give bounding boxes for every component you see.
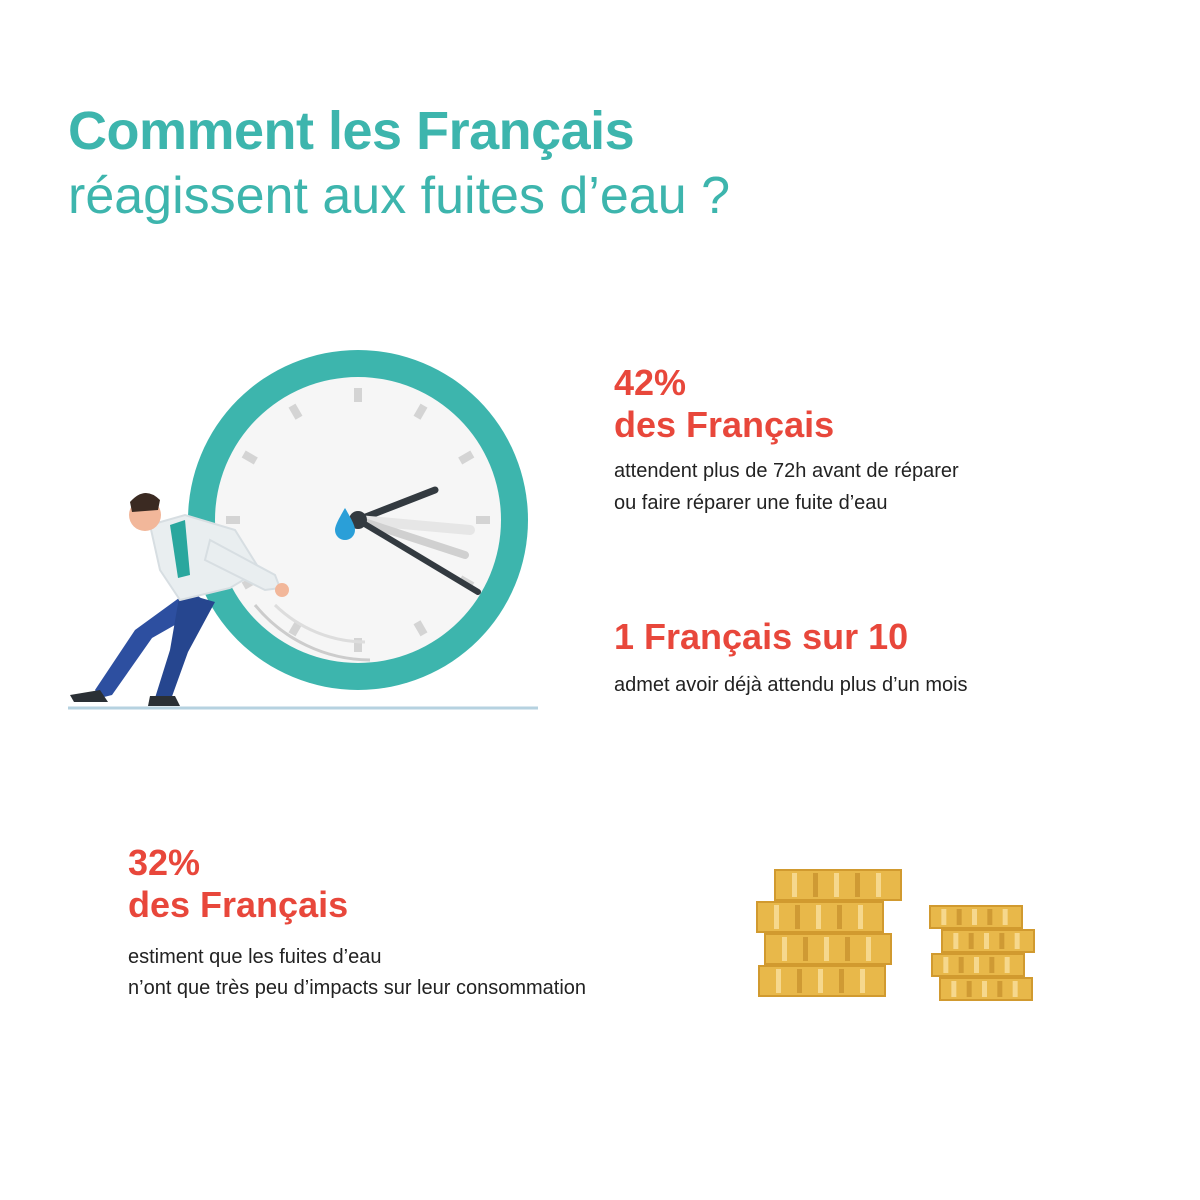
stat-subject-32: des Français bbox=[128, 884, 349, 925]
stat-subject-42: des Français bbox=[614, 404, 835, 445]
stat-description-42-line1: attendent plus de 72h avant de réparer bbox=[614, 460, 959, 482]
stat-description-42-line2: ou faire réparer une fuite d’eau bbox=[614, 492, 888, 514]
coin-stacks-icon bbox=[756, 869, 1035, 1001]
clock-icon bbox=[188, 350, 528, 690]
stat-value-1-sur-10: 1 Français sur 10 bbox=[614, 616, 909, 657]
clock-tick bbox=[413, 403, 428, 420]
stat-value-42: 42% bbox=[614, 362, 687, 403]
water-drop-icon bbox=[335, 508, 355, 540]
clock-tick bbox=[288, 403, 303, 420]
stat-description-32-line1: estiment que les fuites d’eau bbox=[128, 946, 382, 968]
stat-value-32: 32% bbox=[128, 842, 201, 883]
coin-stack-small bbox=[929, 905, 1035, 1001]
stat-description-1-sur-10: admet avoir déjà attendu plus d’un mois bbox=[614, 674, 968, 696]
clock-tick bbox=[241, 450, 258, 465]
clock-illustration bbox=[68, 350, 538, 710]
stat-description-32-line2: n’ont que très peu d’impacts sur leur co… bbox=[128, 977, 587, 999]
clock-tick bbox=[413, 620, 428, 637]
clock-tick bbox=[458, 450, 475, 465]
coin-stack-large bbox=[756, 869, 902, 997]
page-subtitle: réagissent aux fuites d’eau ? bbox=[68, 167, 730, 225]
man-pushing-icon bbox=[70, 492, 289, 706]
page-title: Comment les Français bbox=[68, 101, 635, 161]
